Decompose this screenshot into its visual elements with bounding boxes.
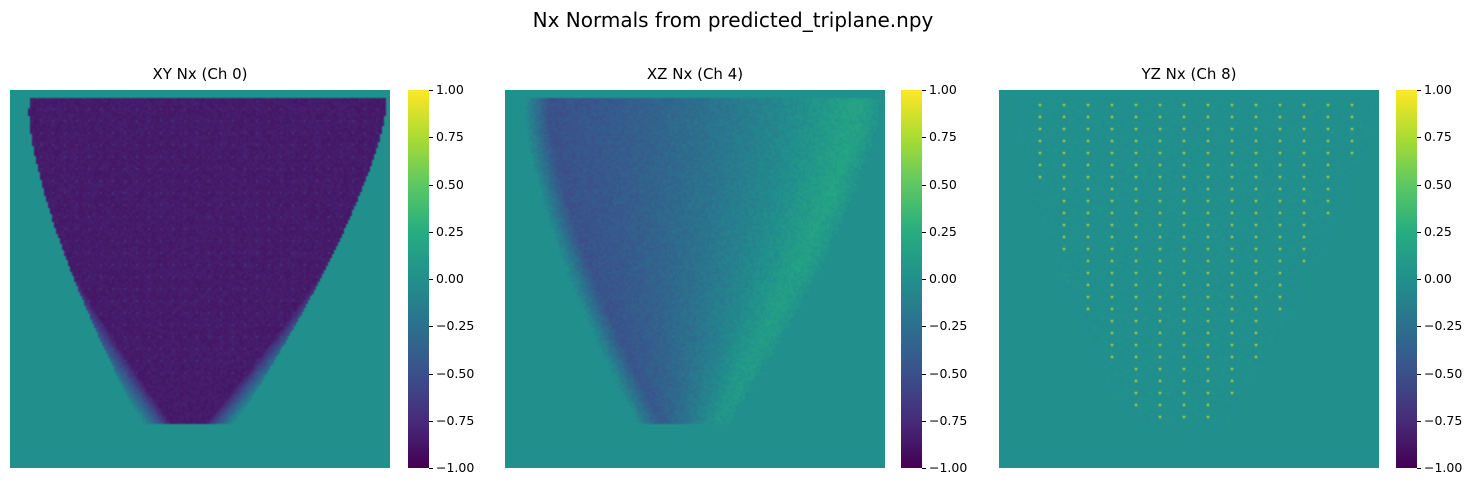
tick-mark (1417, 326, 1421, 328)
tick-label: −0.50 (1424, 365, 1463, 381)
tick-mark (922, 137, 926, 139)
tick-mark (922, 468, 926, 469)
tick-label: −0.25 (436, 318, 475, 334)
tick-mark (1417, 184, 1421, 186)
colorbar-ticks-xz: 1.00 0.75 0.50 0.25 0.00 −0.25 −0.50 −0.75 −1.00 (922, 82, 982, 475)
tick-label: 0.75 (436, 129, 464, 145)
tick-mark (429, 90, 433, 91)
tick-mark (1417, 420, 1421, 422)
tick-mark (922, 373, 926, 375)
tick-label: −1.00 (436, 460, 475, 475)
tick-label: 0.75 (1424, 129, 1452, 145)
tick-label: 0.50 (436, 176, 464, 192)
tick-mark (429, 373, 433, 375)
panel-title-yz: YZ Nx (Ch 8) (1141, 65, 1237, 83)
tick-mark (1417, 468, 1421, 469)
tick-label: 1.00 (929, 82, 957, 97)
tick-mark (922, 326, 926, 328)
colorbar-xy (408, 90, 429, 468)
tick-mark (429, 279, 433, 280)
tick-label: 0.75 (929, 129, 957, 145)
tick-mark (922, 184, 926, 186)
tick-mark (429, 326, 433, 328)
colorbar-ticks-yz: 1.00 0.75 0.50 0.25 0.00 −0.25 −0.50 −0.75 −1.00 (1417, 82, 1477, 475)
tick-mark (429, 468, 433, 469)
tick-label: 0.25 (436, 223, 464, 239)
tick-label: 0.50 (1424, 176, 1452, 192)
tick-label: 1.00 (436, 82, 464, 97)
tick-label: 0.25 (1424, 223, 1452, 239)
tick-mark (922, 231, 926, 233)
tick-mark (1417, 90, 1421, 91)
tick-label: 0.50 (929, 176, 957, 192)
tick-label: −1.00 (929, 460, 968, 475)
tick-mark (1417, 231, 1421, 233)
tick-label: −0.75 (1424, 412, 1463, 428)
tick-mark (922, 420, 926, 422)
tick-mark (1417, 373, 1421, 375)
panel-title-xz: XZ Nx (Ch 4) (646, 65, 744, 83)
colorbar-ticks-xy: 1.00 0.75 0.50 0.25 0.00 −0.25 −0.50 −0.75 −1.00 (429, 82, 489, 475)
tick-label: −1.00 (1424, 460, 1463, 475)
tick-mark (1417, 279, 1421, 280)
tick-mark (1417, 137, 1421, 139)
tick-label: 0.00 (436, 271, 464, 286)
tick-label: −0.50 (436, 365, 475, 381)
tick-mark (429, 420, 433, 422)
tick-mark (922, 279, 926, 280)
tick-label: −0.25 (1424, 318, 1463, 334)
tick-label: −0.75 (929, 412, 968, 428)
heatmap-yz-nx (999, 90, 1379, 468)
colorbar-yz (1396, 90, 1417, 468)
tick-label: 0.00 (1424, 271, 1452, 286)
tick-label: 0.00 (929, 271, 957, 286)
tick-label: −0.75 (436, 412, 475, 428)
tick-label: −0.50 (929, 365, 968, 381)
figure-title: Nx Normals from predicted_triplane.npy (532, 8, 934, 32)
tick-label: 0.25 (929, 223, 957, 239)
heatmap-xz-nx (505, 90, 885, 468)
tick-mark (429, 231, 433, 233)
tick-label: −0.25 (929, 318, 968, 334)
tick-mark (922, 90, 926, 91)
colorbar-xz (901, 90, 922, 468)
tick-label: 1.00 (1424, 82, 1452, 97)
tick-mark (429, 137, 433, 139)
tick-mark (429, 184, 433, 186)
panel-title-xy: XY Nx (Ch 0) (152, 65, 248, 83)
heatmap-xy-nx (10, 90, 390, 468)
